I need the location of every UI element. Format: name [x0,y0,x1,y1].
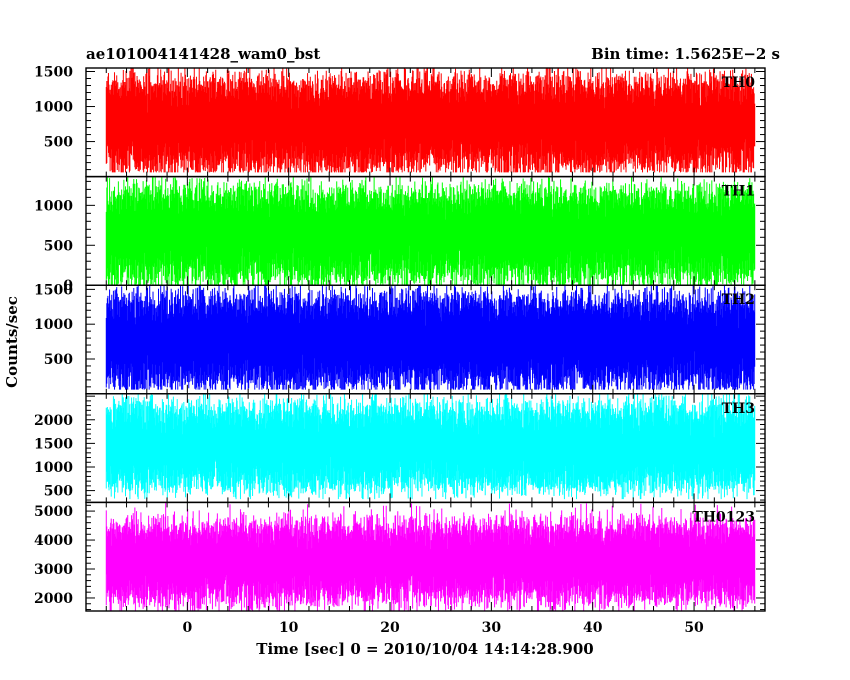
y-tick-label: 1500 [34,436,73,452]
panel-label-th3: TH3 [722,401,755,417]
x-tick-label: 50 [684,620,704,636]
x-tick-label: 20 [380,620,400,636]
series-th2 [105,285,756,390]
y-tick-label: 3000 [34,562,73,578]
y-tick-label: 500 [44,352,73,368]
x-axis: 0 10 20 30 40 50 [182,620,704,636]
panel-th0: 500 1000 1500 TH0 [34,65,766,178]
panels: 50010001500TH005001000TH150010001500TH25… [34,65,766,612]
x-tick-label: 30 [482,620,502,636]
bin-time-label: Bin time: 1.5625E−2 s [591,45,780,63]
y-tick-label: 2000 [34,413,73,429]
y-tick-label: 0 [63,278,73,294]
series-th1 [105,177,756,285]
chart-title: ae101004141428_wam0_bst [86,45,320,63]
series-th3 [105,393,756,500]
y-tick-label: 1000 [34,460,73,476]
y-tick-label: 4000 [34,533,73,549]
panel-th3: 500 1000 1500 2000 TH3 [34,393,766,504]
panel-th1: 0 500 1000 TH1 [34,175,766,294]
panel-label-th0123: TH0123 [692,509,755,525]
x-tick-label: 10 [279,620,299,636]
y-tick-label: 500 [44,135,73,151]
y-tick-label: 500 [44,238,73,254]
y-tick-label: 1500 [34,65,73,81]
y-tick-label: 1000 [34,198,73,214]
panel-frame [85,501,766,612]
y-tick-label: 5000 [34,504,73,520]
panel-label-th2: TH2 [722,292,755,308]
panel-th0123: 2000 3000 4000 5000 TH0123 [34,501,766,612]
y-tick-label: 2000 [34,591,73,607]
x-axis-label: Time [sec] 0 = 2010/10/04 14:14:28.900 [256,640,593,658]
series-th0 [105,68,756,173]
y-tick-label: 1000 [34,100,73,116]
y-tick-label: 500 [44,484,73,500]
panel-label-th0: TH0 [722,75,756,91]
panel-th2: 500 1000 1500 TH2 [34,282,766,395]
y-tick-label: 1500 [34,282,73,298]
x-tick-label: 40 [583,620,603,636]
x-tick-label: 0 [182,620,192,636]
panel-label-th1: TH1 [722,184,755,200]
y-axis-label: Counts/sec [3,296,21,388]
series-th0123 [105,503,756,611]
y-tick-label: 1000 [34,317,73,333]
